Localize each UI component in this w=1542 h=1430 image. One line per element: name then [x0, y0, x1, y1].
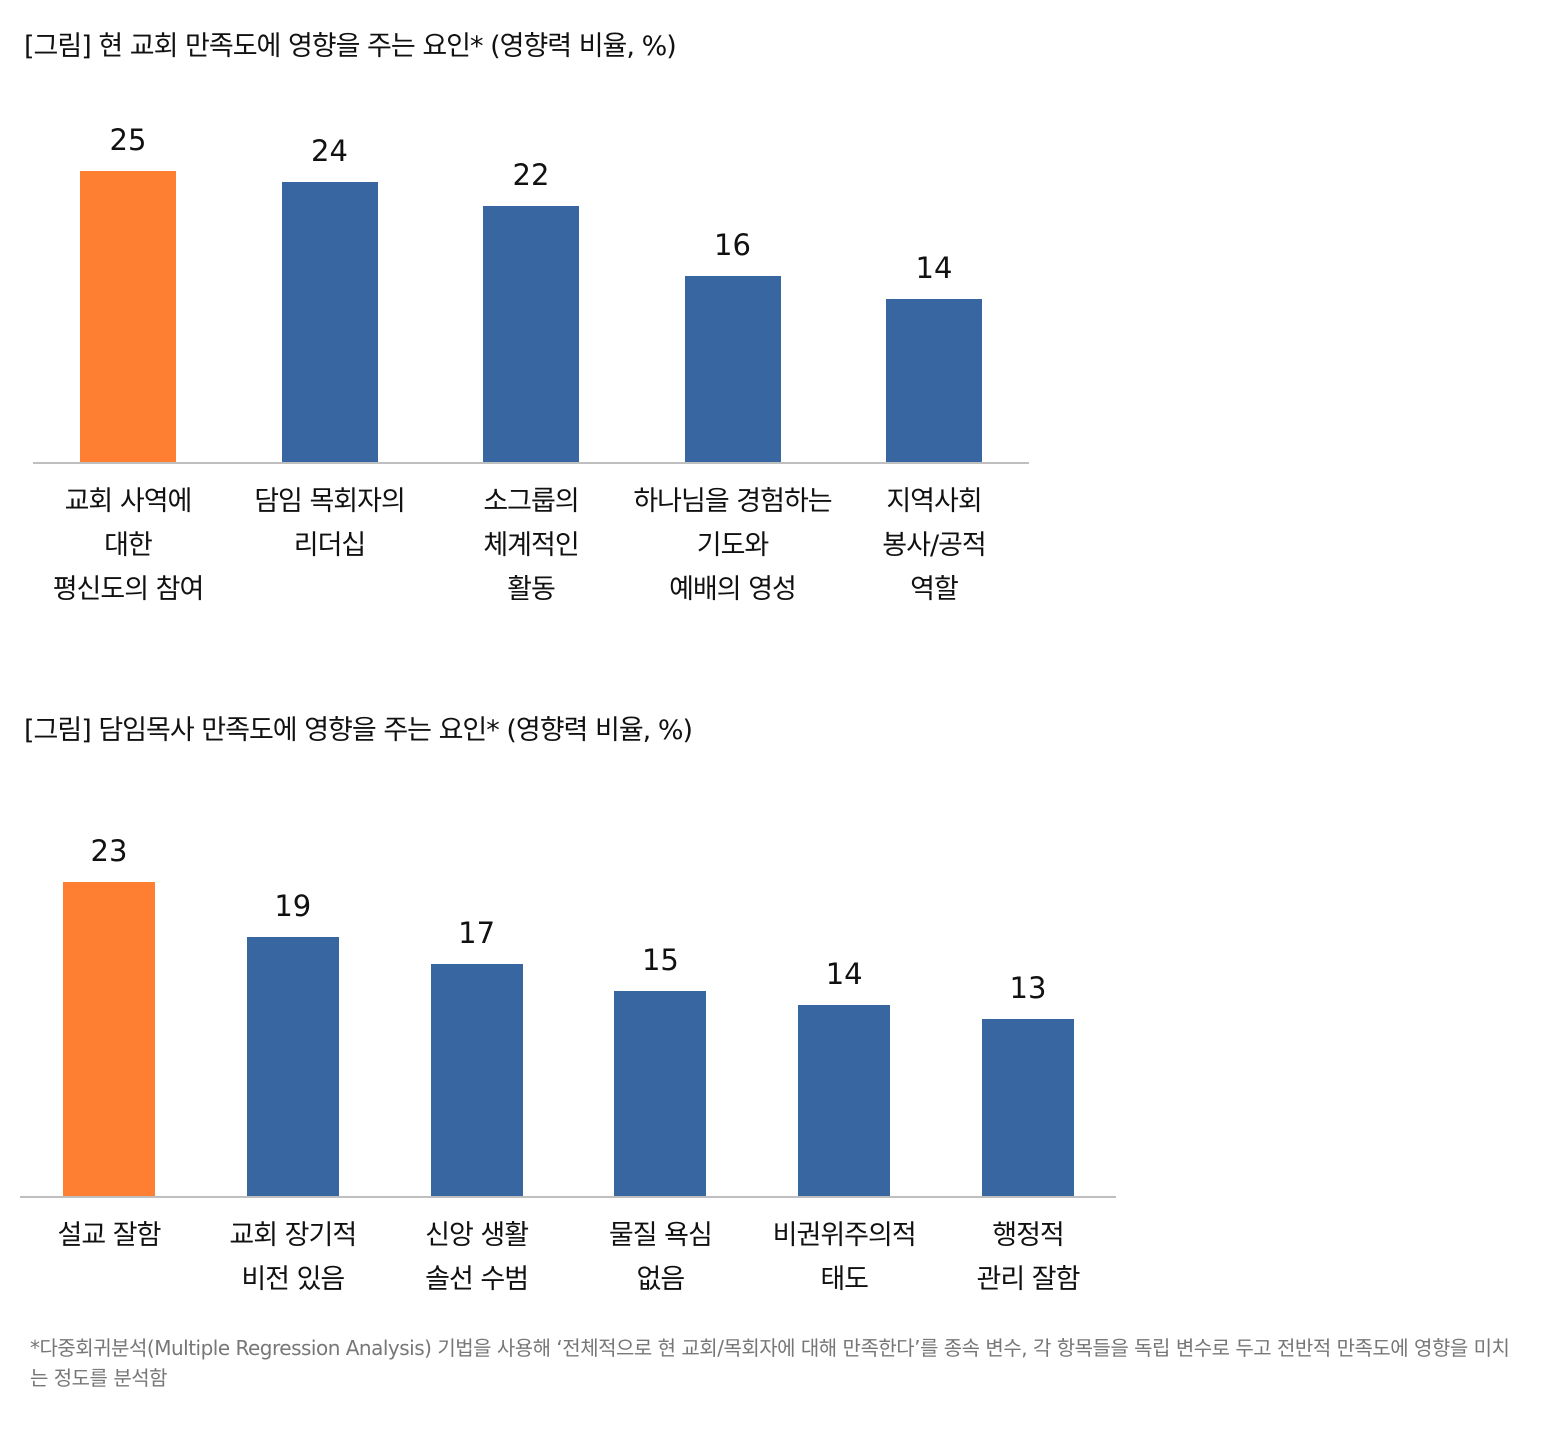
bar [63, 882, 155, 1196]
x-axis-line [33, 462, 1029, 464]
chart-1-title: [그림] 현 교회 만족도에 영향을 주는 요인* (영향력 비율, %) [24, 31, 677, 62]
bar [80, 170, 176, 462]
bar [430, 963, 523, 1196]
category-label: 소그룹의 체계적인 활동 [483, 486, 579, 605]
category-label: 비권위주의적 태도 [772, 1220, 917, 1295]
footnote: *다중회귀분석(Multiple Regression Analysis) 기법… [30, 1336, 1510, 1390]
bar [684, 275, 781, 462]
bar [886, 298, 982, 462]
data-label: 17 [458, 915, 496, 950]
category-label: 물질 욕심 없음 [608, 1220, 713, 1295]
data-label: 19 [274, 888, 312, 923]
category-label: 교회 장기적 비전 있음 [229, 1220, 357, 1295]
category-label: 행정적 관리 잘함 [976, 1220, 1081, 1295]
data-label: 16 [714, 227, 751, 262]
category-label: 지역사회 봉사/공적 역할 [882, 486, 986, 605]
data-label: 13 [1009, 970, 1047, 1005]
category-label: 신앙 생활 솔선 수범 [425, 1220, 529, 1295]
bar [982, 1018, 1074, 1196]
x-axis-line [20, 1196, 1116, 1198]
data-label: 23 [90, 834, 128, 869]
data-label: 25 [109, 122, 147, 157]
chart-2-title: [그림] 담임목사 만족도에 영향을 주는 요인* (영향력 비율, %) [24, 715, 693, 746]
category-label: 하나님을 경험하는 기도와 예배의 영성 [633, 486, 832, 605]
data-label: 22 [512, 157, 550, 192]
data-label: 14 [915, 250, 953, 285]
category-label: 담임 목회자의 리더십 [254, 486, 406, 561]
data-label: 15 [641, 943, 679, 978]
data-label: 14 [825, 956, 863, 991]
category-label: 교회 사역에 대한 평신도의 참여 [52, 486, 205, 605]
data-label: 24 [311, 134, 348, 169]
category-label: 설교 잘함 [57, 1220, 162, 1251]
bar [483, 205, 579, 462]
bar [798, 1004, 891, 1196]
bar [281, 182, 378, 462]
bar [246, 936, 339, 1196]
bar [614, 991, 707, 1196]
